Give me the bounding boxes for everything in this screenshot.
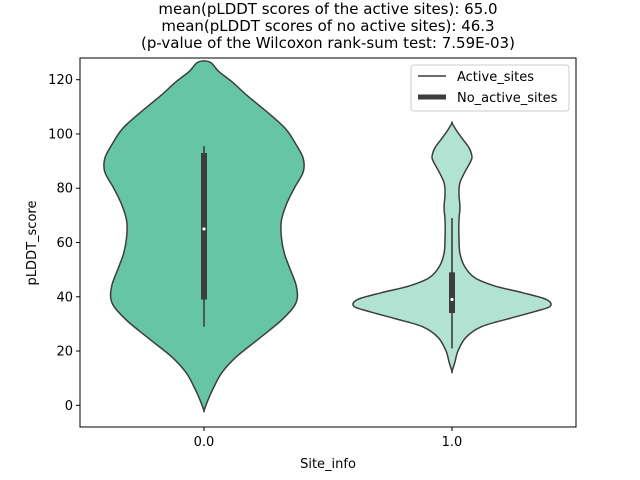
y-tick-label: 80 — [56, 182, 73, 197]
y-axis-label: pLDDT_score — [25, 201, 40, 286]
x-axis: 0.0 1.0 — [194, 427, 463, 450]
x-tick-label: 0.0 — [194, 435, 215, 450]
y-axis: 0 20 40 60 80 100 120 — [48, 73, 80, 414]
x-tick-label: 1.0 — [442, 435, 463, 450]
y-tick-label: 0 — [65, 399, 73, 414]
violins-layer — [103, 60, 552, 413]
boxes-layer — [201, 146, 455, 349]
legend: Active_sites No_active_sites — [410, 64, 570, 112]
y-tick-label: 100 — [48, 127, 73, 142]
legend-frame — [410, 64, 570, 112]
median-dot-active-sites — [202, 227, 206, 231]
legend-label-no-active-sites: No_active_sites — [457, 91, 558, 106]
x-axis-label: Site_info — [300, 457, 356, 472]
y-tick-label: 60 — [56, 236, 73, 251]
y-tick-label: 20 — [56, 345, 73, 360]
title-line-3: (p-value of the Wilcoxon rank-sum test: … — [141, 34, 515, 52]
title-line-1: mean(pLDDT scores of the active sites): … — [158, 0, 497, 18]
y-tick-label: 120 — [48, 73, 73, 88]
title-line-2: mean(pLDDT scores of no active sites): 4… — [161, 17, 494, 35]
chart-title: mean(pLDDT scores of the active sites): … — [141, 0, 515, 52]
median-dot-no-active-sites — [450, 297, 454, 302]
y-tick-label: 40 — [56, 290, 73, 305]
legend-label-active-sites: Active_sites — [457, 70, 534, 85]
